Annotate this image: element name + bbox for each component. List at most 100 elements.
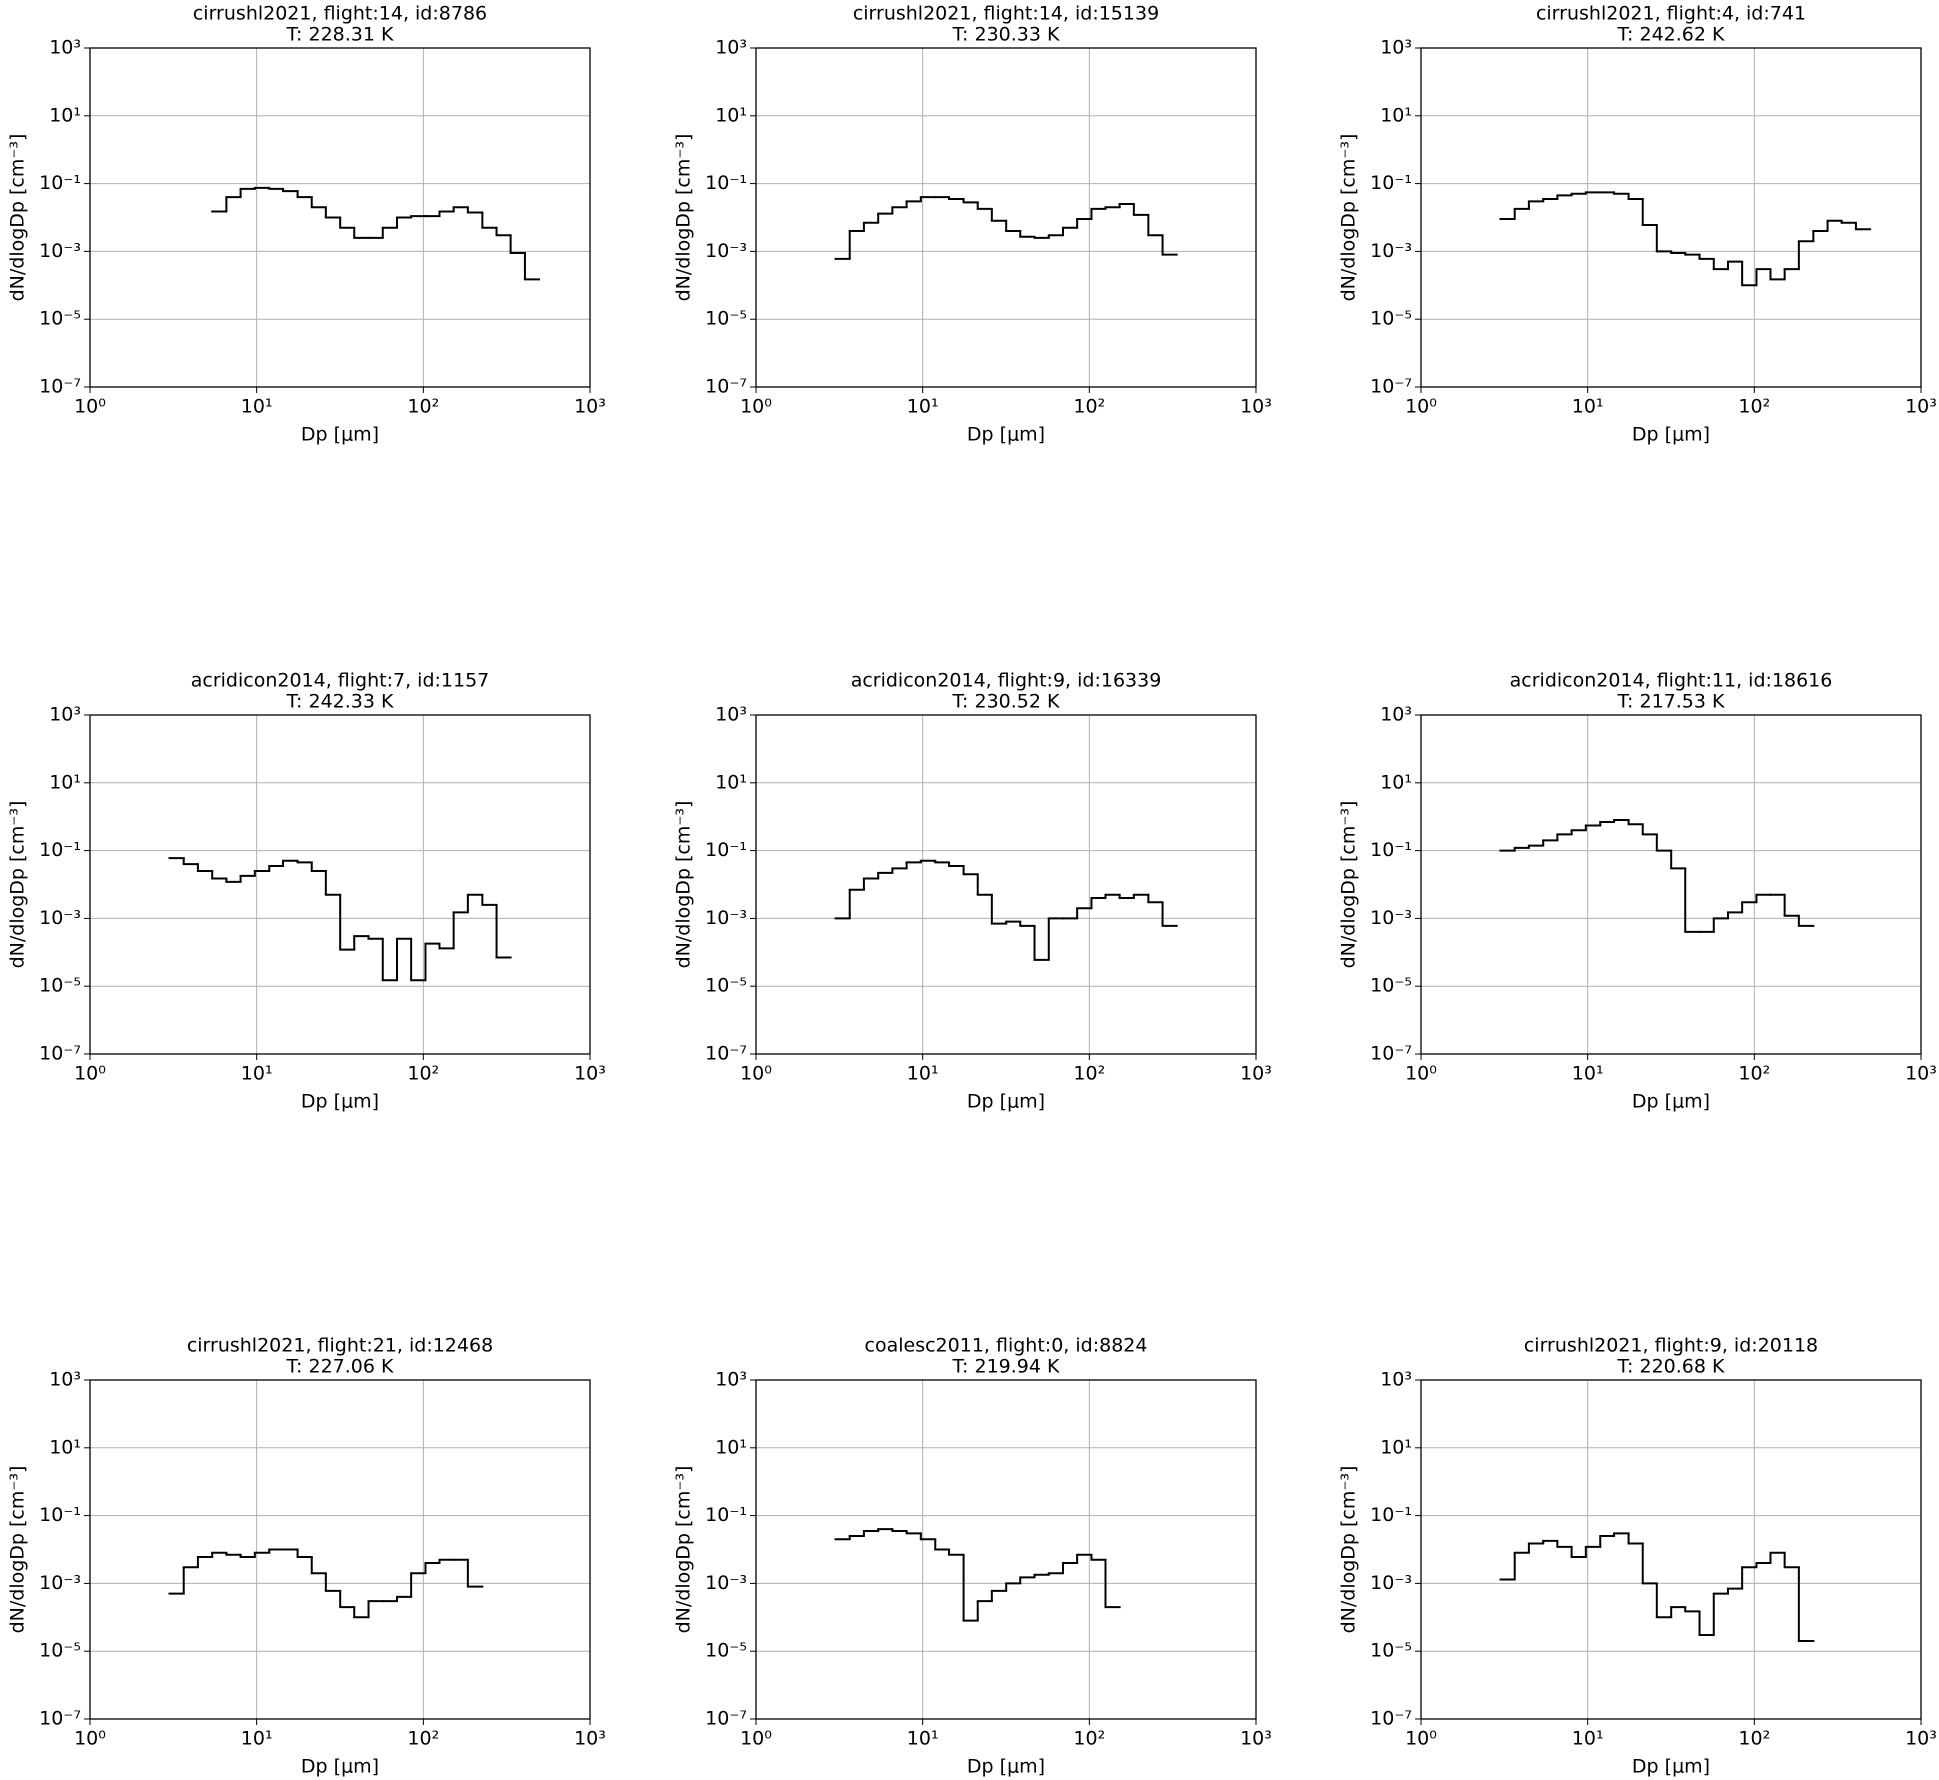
y-tick-label: 10³ xyxy=(49,37,81,59)
x-tick-label: 10² xyxy=(1073,1063,1105,1085)
x-tick-label: 10⁰ xyxy=(1405,1728,1437,1750)
chart-subtitle: T: 227.06 K xyxy=(286,1356,394,1378)
x-axis-label: Dp [μm] xyxy=(967,424,1045,446)
x-axis-label: Dp [μm] xyxy=(1632,1091,1710,1113)
chart-subtitle: T: 230.33 K xyxy=(952,24,1060,46)
y-tick-label: 10⁻⁵ xyxy=(1370,975,1412,997)
y-axis-label: dN/dlogDp [cm⁻³] xyxy=(7,801,29,969)
y-tick-label: 10³ xyxy=(1380,704,1412,726)
x-tick-label: 10¹ xyxy=(241,1063,273,1085)
axes-frame xyxy=(1420,1379,1922,1720)
y-tick-label: 10⁻³ xyxy=(705,1572,747,1594)
y-tick-label: 10³ xyxy=(715,37,747,59)
y-tick-label: 10¹ xyxy=(1380,104,1412,126)
y-tick-label: 10⁻⁵ xyxy=(1370,308,1412,330)
y-tick-label: 10⁻⁷ xyxy=(1370,1043,1412,1065)
y-tick-label: 10⁻⁵ xyxy=(1370,1640,1412,1662)
x-tick-label: 10² xyxy=(1073,1728,1105,1750)
y-tick-label: 10¹ xyxy=(1380,771,1412,793)
chart-subtitle: T: 242.33 K xyxy=(286,691,394,713)
y-axis-label: dN/dlogDp [cm⁻³] xyxy=(1338,801,1360,969)
y-tick-label: 10³ xyxy=(49,1369,81,1391)
x-tick-label: 10⁰ xyxy=(74,1063,106,1085)
y-tick-label: 10⁻⁵ xyxy=(39,308,81,330)
x-tick-label: 10¹ xyxy=(907,1063,939,1085)
y-tick-label: 10³ xyxy=(1380,37,1412,59)
x-axis-label: Dp [μm] xyxy=(301,1091,379,1113)
y-tick-label: 10⁻⁷ xyxy=(39,1708,81,1730)
x-tick-label: 10⁰ xyxy=(740,1063,772,1085)
x-axis-label: Dp [μm] xyxy=(301,1756,379,1778)
chart-title: acridicon2014, flight:7, id:1157 xyxy=(191,670,490,692)
chart-title: cirrushl2021, flight:14, id:8786 xyxy=(193,3,487,25)
axes-frame xyxy=(89,47,591,388)
x-tick-label: 10² xyxy=(1738,1063,1770,1085)
x-tick-label: 10³ xyxy=(574,1728,606,1750)
y-tick-label: 10⁻¹ xyxy=(705,839,747,861)
chart-title: cirrushl2021, flight:9, id:20118 xyxy=(1524,1335,1818,1357)
x-tick-label: 10⁰ xyxy=(740,396,772,418)
chart-subtitle: T: 219.94 K xyxy=(952,1356,1060,1378)
y-tick-label: 10⁻³ xyxy=(705,240,747,262)
x-tick-label: 10⁰ xyxy=(740,1728,772,1750)
y-tick-label: 10⁻¹ xyxy=(705,1504,747,1526)
x-tick-label: 10³ xyxy=(1240,1728,1272,1750)
x-tick-label: 10⁰ xyxy=(1405,396,1437,418)
y-tick-label: 10¹ xyxy=(49,771,81,793)
y-tick-label: 10⁻³ xyxy=(39,907,81,929)
y-tick-label: 10⁻¹ xyxy=(39,172,81,194)
x-tick-label: 10³ xyxy=(1240,396,1272,418)
x-tick-label: 10² xyxy=(1738,396,1770,418)
x-tick-label: 10⁰ xyxy=(1405,1063,1437,1085)
y-tick-label: 10³ xyxy=(715,1369,747,1391)
chart-subtitle: T: 242.62 K xyxy=(1617,24,1725,46)
y-tick-label: 10¹ xyxy=(715,104,747,126)
x-tick-label: 10² xyxy=(407,1728,439,1750)
x-tick-label: 10² xyxy=(1073,396,1105,418)
y-axis-label: dN/dlogDp [cm⁻³] xyxy=(7,134,29,302)
x-tick-label: 10³ xyxy=(574,1063,606,1085)
y-tick-label: 10⁻⁷ xyxy=(1370,1708,1412,1730)
x-tick-label: 10¹ xyxy=(1572,396,1604,418)
y-axis-label: dN/dlogDp [cm⁻³] xyxy=(673,134,695,302)
chart-subtitle: T: 220.68 K xyxy=(1617,1356,1725,1378)
x-axis-label: Dp [μm] xyxy=(967,1091,1045,1113)
axes-frame xyxy=(1420,47,1922,388)
x-tick-label: 10³ xyxy=(1240,1063,1272,1085)
y-tick-label: 10¹ xyxy=(715,1436,747,1458)
y-tick-label: 10⁻¹ xyxy=(1370,172,1412,194)
y-tick-label: 10⁻³ xyxy=(705,907,747,929)
y-axis-label: dN/dlogDp [cm⁻³] xyxy=(673,801,695,969)
y-tick-label: 10⁻¹ xyxy=(1370,1504,1412,1526)
x-tick-label: 10⁰ xyxy=(74,396,106,418)
y-tick-label: 10³ xyxy=(1380,1369,1412,1391)
axes-frame xyxy=(755,47,1257,388)
y-tick-label: 10⁻¹ xyxy=(39,839,81,861)
axes-frame xyxy=(89,1379,591,1720)
y-tick-label: 10⁻⁵ xyxy=(39,975,81,997)
y-tick-label: 10⁻⁵ xyxy=(705,308,747,330)
y-tick-label: 10⁻¹ xyxy=(705,172,747,194)
y-tick-label: 10⁻⁷ xyxy=(705,1708,747,1730)
y-tick-label: 10⁻³ xyxy=(39,240,81,262)
chart-title: cirrushl2021, flight:21, id:12468 xyxy=(187,1335,493,1357)
y-tick-label: 10⁻⁷ xyxy=(1370,376,1412,398)
y-tick-label: 10⁻⁵ xyxy=(705,1640,747,1662)
y-tick-label: 10¹ xyxy=(49,104,81,126)
axes-frame xyxy=(755,714,1257,1055)
y-tick-label: 10⁻⁷ xyxy=(705,376,747,398)
y-tick-label: 10⁻³ xyxy=(1370,1572,1412,1594)
y-tick-label: 10⁻¹ xyxy=(1370,839,1412,861)
y-axis-label: dN/dlogDp [cm⁻³] xyxy=(7,1466,29,1634)
chart-title: acridicon2014, flight:9, id:16339 xyxy=(851,670,1162,692)
